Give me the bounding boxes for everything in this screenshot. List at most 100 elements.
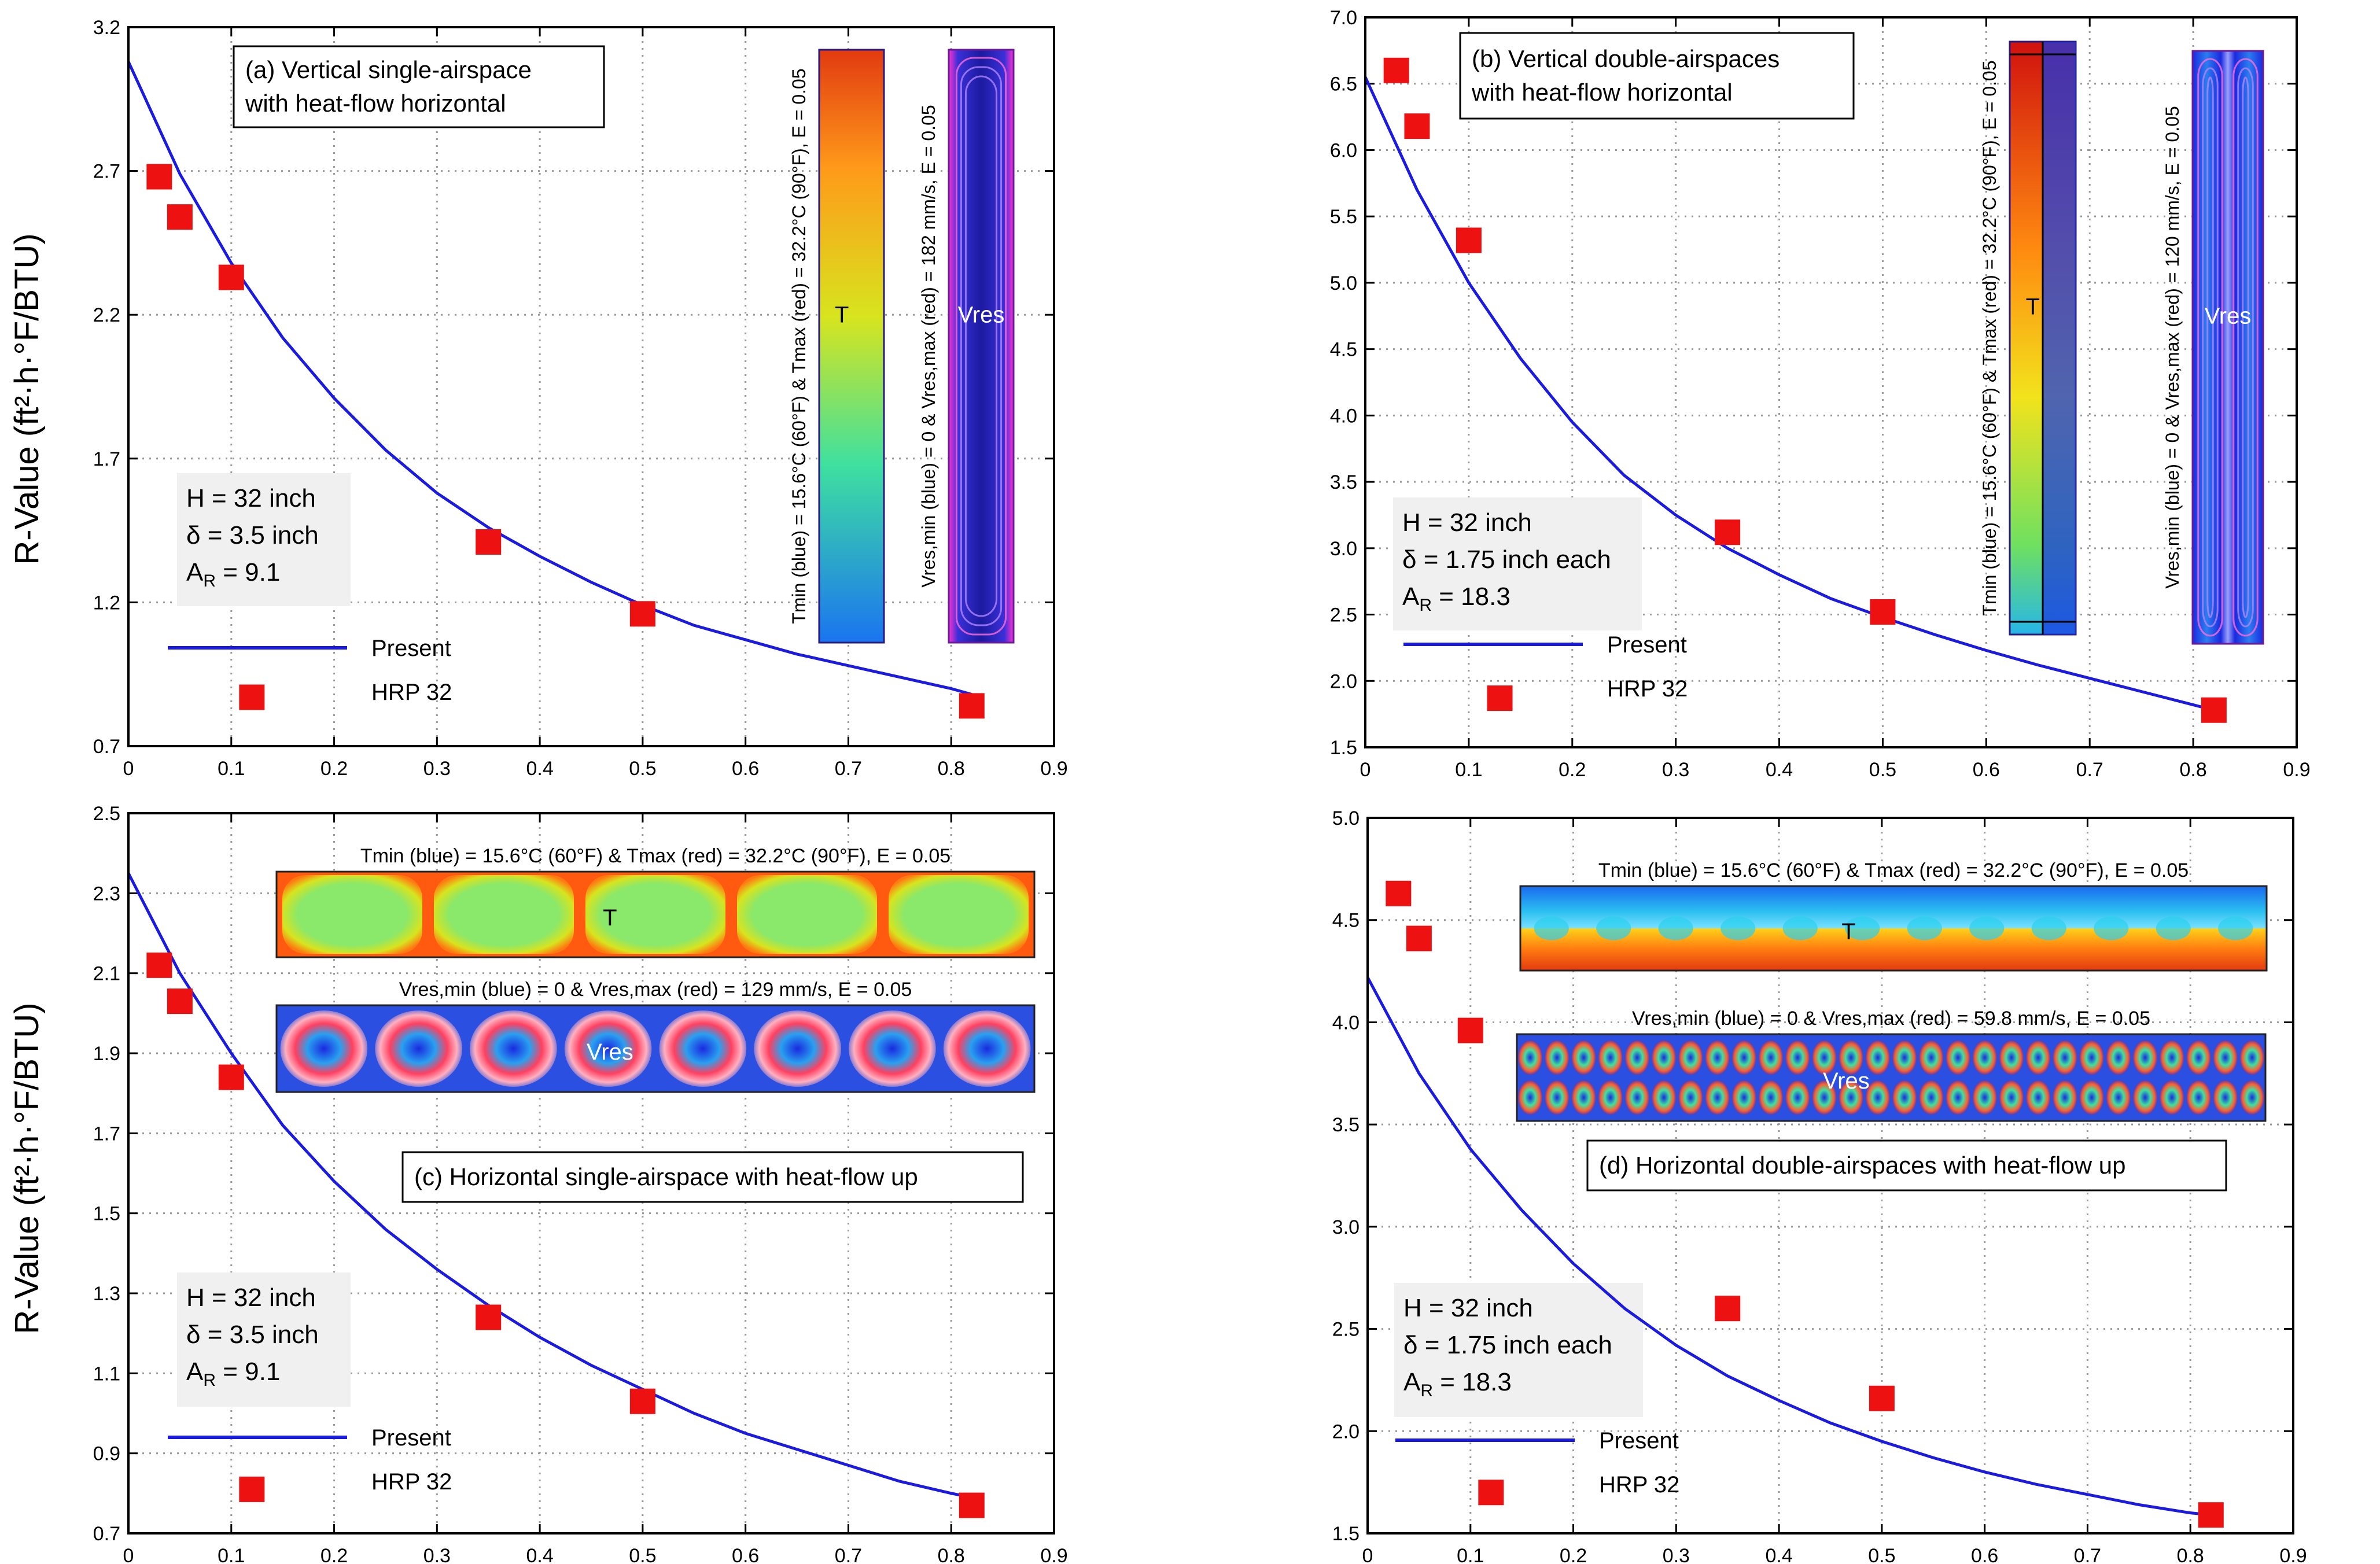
- y-tick-label: 5.0: [1332, 807, 1360, 829]
- x-tick-label: 0.9: [1040, 758, 1067, 780]
- hrp32-marker: [629, 601, 655, 627]
- convection-cell: [1678, 1040, 1703, 1075]
- convection-cell: [375, 1010, 462, 1087]
- plot-border: [127, 26, 1055, 747]
- inset-images: T Tmin (blue) = 15.6°C (60°F) & Tmax (red…: [1979, 40, 2264, 645]
- convection-cell: [1999, 1040, 2024, 1075]
- convection-cell: [2159, 1080, 2184, 1115]
- hrp32-marker: [476, 1304, 502, 1330]
- y-tick-label: 4.0: [1330, 405, 1357, 427]
- legend: Present HRP 32: [168, 636, 452, 705]
- info-line: AR = 9.1: [186, 558, 280, 591]
- y-tick-label: 1.3: [93, 1283, 120, 1305]
- panel-title-line: (c) Horizontal single-airspace with heat…: [414, 1163, 918, 1190]
- temperature-contour: T Tmin (blue) = 15.6°C (60°F) & Tmax (red…: [1519, 860, 2268, 972]
- hrp32-marker: [629, 1388, 655, 1414]
- convection-cell: [2159, 1040, 2184, 1075]
- streamline: [2197, 58, 2223, 637]
- convection-cell: [1865, 1080, 1891, 1115]
- convection-cell: [1517, 1080, 1543, 1115]
- info-box: [177, 1272, 351, 1407]
- y-tick-label: 1.1: [93, 1363, 120, 1385]
- streamline: [2206, 76, 2214, 618]
- contour-label: Vres: [2205, 304, 2252, 329]
- hrp32-marker: [1870, 599, 1896, 625]
- contour-caption: Vres,min (blue) = 0 & Vres,max (red) = 1…: [918, 105, 939, 587]
- convection-cell: [1678, 1080, 1703, 1115]
- info-box: [1394, 1283, 1643, 1417]
- hrp32-marker: [218, 1064, 244, 1090]
- x-tick-label: 0.3: [1663, 1545, 1690, 1564]
- contour-label: T: [603, 905, 617, 931]
- x-tick-label: 0.3: [1662, 759, 1689, 781]
- legend-label-present: Present: [371, 1425, 451, 1451]
- convection-cell: [1598, 1080, 1623, 1115]
- panel-title-box: [233, 45, 605, 128]
- y-tick-label: 6.5: [1330, 73, 1357, 95]
- temperature-contour: T Tmin (blue) = 15.6°C (60°F) & Tmax (red…: [1979, 40, 2077, 636]
- temperature-field: [818, 49, 885, 644]
- convection-cell: [659, 1010, 747, 1087]
- convection-cell: [1651, 1080, 1677, 1115]
- x-tick-label: 0.8: [938, 758, 965, 780]
- convection-cell: [2053, 1080, 2077, 1115]
- plume: [1845, 916, 1880, 940]
- info-line: δ = 3.5 inch: [186, 521, 319, 549]
- convection-cell: [1731, 1080, 1757, 1115]
- hrp32-marker: [218, 264, 244, 290]
- info-box: [177, 473, 351, 606]
- hrp32-marker: [1406, 925, 1432, 951]
- y-tick-label: 4.0: [1332, 1012, 1360, 1034]
- convection-cell: [1731, 1040, 1757, 1075]
- convection-cell: [1545, 1080, 1570, 1115]
- info-line: AR = 9.1: [186, 1358, 280, 1390]
- convection-cell: [1812, 1040, 1837, 1075]
- x-tick-label: 0.8: [2179, 759, 2206, 781]
- legend: Present HRP 32: [168, 1425, 452, 1495]
- x-tick-label: 0.6: [1971, 1545, 1998, 1564]
- y-tick-label: 4.5: [1332, 910, 1360, 932]
- contour-border: [1519, 885, 2268, 972]
- convection-cell: [2186, 1040, 2211, 1075]
- contour-caption: Tmin (blue) = 15.6°C (60°F) & Tmax (red)…: [1979, 60, 2000, 615]
- temperature-contour: T Tmin (blue) = 15.6°C (60°F) & Tmax (red…: [275, 845, 1036, 958]
- streamline: [964, 75, 998, 617]
- convection-cell: [1972, 1040, 1998, 1075]
- convection-cell: [2053, 1040, 2077, 1075]
- convection-cell: [280, 1010, 368, 1087]
- convection-cell: [1545, 1040, 1570, 1075]
- y-tick-label: 5.5: [1330, 206, 1357, 228]
- x-tick-label: 0.6: [732, 1545, 759, 1564]
- hrp32-marker: [1487, 685, 1513, 711]
- convection-cell: [943, 1010, 1031, 1087]
- panel-a: 0 0.1 0.2 0.3 0.4 0.5 0.6 0.7 0.8 0.9 0.7 1.2 1.7 2.2…: [93, 17, 1068, 780]
- info-line: H = 32 inch: [1402, 508, 1532, 537]
- x-tick-label: 0.2: [1560, 1545, 1587, 1564]
- convection-cell: [1758, 1040, 1784, 1075]
- cold-airspace: [2043, 42, 2076, 635]
- x-tick-label: 0.2: [1559, 759, 1586, 781]
- x-tick-label: 0.4: [526, 758, 553, 780]
- y-tick-label: 1.5: [93, 1203, 120, 1225]
- convection-cell: [2132, 1080, 2158, 1115]
- legend: Present HRP 32: [1395, 1428, 1679, 1497]
- panel-title-line: with heat-flow horizontal: [245, 90, 506, 117]
- panel-b: 0 0.1 0.2 0.3 0.4 0.5 0.6 0.7 0.8 0.9 1.5 2.0 2.5 3.0…: [1330, 7, 2311, 781]
- y-axis-label-bottom: R-Value (ft²·h·°F/BTU): [8, 1002, 46, 1334]
- hrp32-marker: [1715, 1296, 1741, 1322]
- y-tick-label: 6.0: [1330, 139, 1357, 161]
- hrp32-marker: [239, 1476, 265, 1502]
- streamline: [2202, 67, 2219, 628]
- y-tick-label: 1.7: [93, 1123, 120, 1145]
- y-tick-label: 3.0: [1332, 1216, 1360, 1238]
- y-tick-label: 0.7: [93, 736, 120, 758]
- plume: [1907, 916, 1942, 940]
- x-tick-label: 0.2: [320, 1545, 348, 1564]
- plume: [2218, 916, 2253, 940]
- y-tick-label: 5.0: [1330, 272, 1357, 294]
- hrp32-marker: [167, 204, 193, 230]
- info-line: H = 32 inch: [186, 1283, 316, 1312]
- y-tick-label: 1.5: [1332, 1523, 1360, 1545]
- convection-cell: [2025, 1080, 2051, 1115]
